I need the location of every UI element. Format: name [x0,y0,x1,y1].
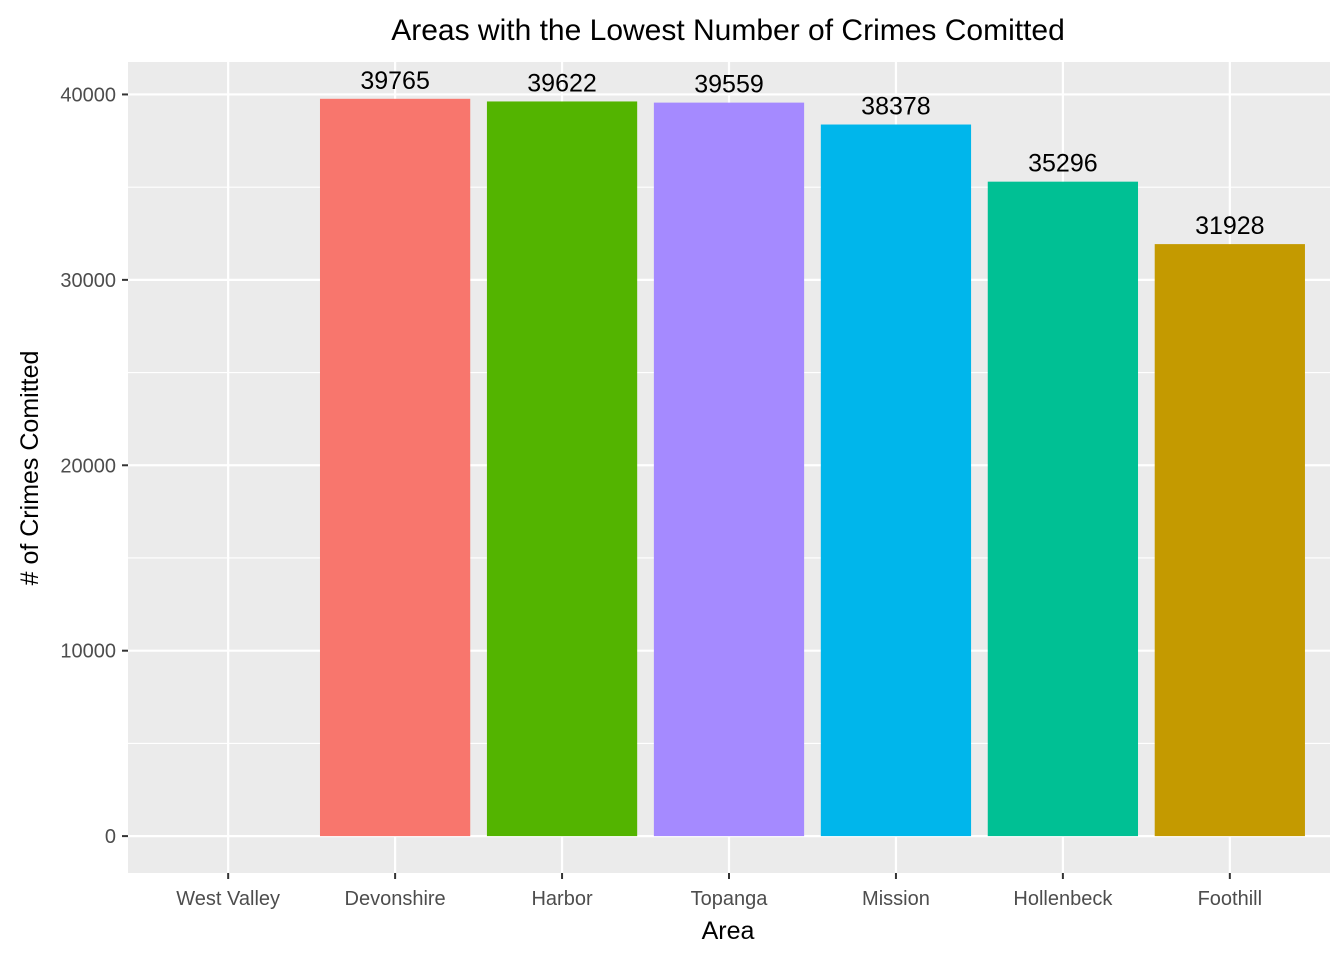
x-tick-label: Devonshire [345,888,446,910]
x-tick-label: Hollenbeck [1013,888,1113,910]
y-tick-label: 10000 [60,641,116,663]
data-label: 39765 [360,67,430,95]
y-tick-label: 40000 [60,84,116,106]
x-tick-label: Mission [862,888,930,910]
data-label: 39559 [694,71,764,99]
bars [319,98,1305,837]
x-tick-label: Topanga [691,888,769,910]
data-label: 35296 [1028,150,1098,178]
y-axis: 0 10000 20000 30000 40000 [60,84,128,848]
data-label: 31928 [1195,212,1265,240]
data-label: 39622 [527,69,597,97]
x-axis: West Valley Devonshire Harbor Topanga Missio… [176,873,1262,910]
x-tick-label: Foothill [1198,888,1262,910]
x-tick-label: Harbor [531,888,592,910]
bar [1154,244,1305,837]
y-tick-label: 20000 [60,455,116,477]
chart-title: Areas with the Lowest Number of Crimes C… [391,14,1065,47]
bar [653,102,805,837]
bar [319,98,471,837]
y-tick-label: 30000 [60,270,116,292]
x-axis-title: Area [702,917,755,945]
bar [987,181,1139,837]
data-labels: 39765 39622 39559 38378 35296 31928 [360,67,1264,240]
y-axis-title: # of Crimes Comitted [16,351,44,586]
x-tick-label: West Valley [176,888,280,910]
bar [820,124,972,837]
data-label: 38378 [861,93,931,121]
y-tick-label: 0 [105,826,116,848]
bar [486,101,638,837]
